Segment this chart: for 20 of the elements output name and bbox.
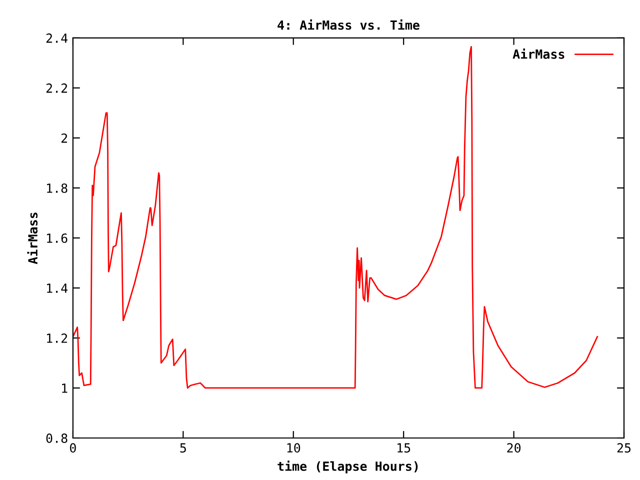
y-tick-label: 1.2 (47, 333, 68, 343)
y-tick-label: 2.4 (46, 33, 68, 43)
x-tick-label: 25 (617, 443, 631, 453)
y-tick-label: 1.8 (47, 183, 68, 193)
y-tick-label: 2 (62, 133, 68, 143)
x-tick-label: 0 (70, 443, 76, 453)
y-tick-label: 0.8 (46, 434, 68, 443)
y-tick-label: 1.4 (47, 284, 68, 293)
x-tick-label: 15 (398, 443, 410, 453)
legend-label: AirMass (512, 48, 564, 59)
x-tick-label: 10 (287, 443, 300, 453)
x-tick-label: 20 (507, 443, 521, 453)
y-tick-label: 1.6 (47, 233, 68, 243)
x-tick-label: 5 (180, 443, 186, 453)
line-series (72, 46, 598, 389)
chart-title: 4: AirMass vs. Time (278, 19, 420, 30)
x-axis-title: time (Elapse Hours) (278, 460, 418, 474)
y-tick-label: 2.2 (46, 83, 68, 93)
y-tick-label: 1 (62, 384, 68, 393)
y-axis-title: AirMass (27, 212, 38, 264)
